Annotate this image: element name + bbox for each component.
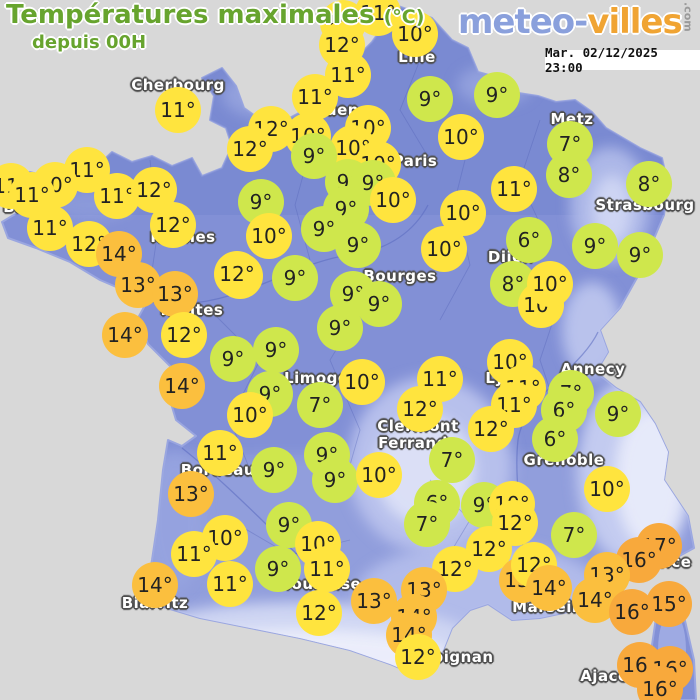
temp-bubble[interactable]: 14°	[102, 312, 148, 358]
temp-bubble[interactable]: 9°	[617, 232, 663, 278]
temp-bubble[interactable]: 9°	[317, 305, 363, 351]
temp-bubble[interactable]: 9°	[251, 447, 297, 493]
logo-suffix: .com	[681, 2, 695, 32]
temp-bubble[interactable]: 7°	[404, 501, 450, 547]
temp-bubble[interactable]: 9°	[595, 391, 641, 437]
temp-bubble[interactable]: 13°	[168, 471, 214, 517]
temp-bubble[interactable]: 12°	[397, 386, 443, 432]
page-title: Températures maximales (°C)	[6, 0, 424, 30]
temp-bubble[interactable]: 7°	[551, 512, 597, 558]
datetime-bar: Mar. 02/12/2025 23:00	[545, 45, 700, 75]
temp-bubble[interactable]: 9°	[304, 432, 350, 478]
temp-bubble[interactable]: 14°	[526, 565, 572, 611]
title-unit: (°C)	[383, 6, 425, 28]
temp-bubble[interactable]: 9°	[272, 255, 318, 301]
temp-bubble[interactable]: 9°	[407, 76, 453, 122]
temp-bubble[interactable]: 7°	[297, 382, 343, 428]
temp-bubble[interactable]: 6°	[506, 217, 552, 263]
temp-bubble[interactable]: 13°	[351, 578, 397, 624]
temp-bubble[interactable]: 9°	[474, 72, 520, 118]
temp-bubble[interactable]: 11°	[197, 430, 243, 476]
temp-bubble[interactable]: 9°	[335, 222, 381, 268]
temp-bubble[interactable]: 7°	[429, 437, 475, 483]
temp-bubble[interactable]: 11°	[491, 166, 537, 212]
temp-bubble[interactable]: 11°	[292, 74, 338, 120]
temp-bubble[interactable]: 9°	[210, 336, 256, 382]
temp-bubble[interactable]: 6°	[532, 416, 578, 462]
temp-bubble[interactable]: 11°	[417, 356, 463, 402]
title-text: Températures maximales	[6, 0, 375, 30]
temp-bubble[interactable]: 14°	[132, 562, 178, 608]
temp-bubble[interactable]: 12°	[150, 202, 196, 248]
meteo-villes-logo[interactable]: meteo-villes.com	[458, 2, 695, 42]
temp-bubble[interactable]: 9°	[312, 457, 358, 503]
temp-bubble[interactable]: 12°	[395, 634, 441, 680]
temp-bubble[interactable]: 9°	[356, 281, 402, 327]
temp-bubble[interactable]: 9°	[255, 546, 301, 592]
city-label-cherbourg: Cherbourg	[131, 76, 225, 94]
temp-bubble[interactable]: 12°	[468, 406, 514, 452]
logo-part-orange: villes	[587, 2, 682, 42]
datetime-text: Mar. 02/12/2025 23:00	[545, 45, 658, 75]
temp-bubble[interactable]: 10°	[392, 11, 438, 57]
temp-bubble[interactable]: 9°	[253, 327, 299, 373]
temp-bubble[interactable]: 10°	[438, 114, 484, 160]
temp-bubble[interactable]: 10°	[421, 226, 467, 272]
temp-bubble[interactable]: 10°	[246, 213, 292, 259]
temp-bubble[interactable]: 9°	[572, 223, 618, 269]
temp-bubble[interactable]: 10°	[527, 261, 573, 307]
temp-bubble[interactable]: 11°	[27, 205, 73, 251]
logo-part-blue: meteo-	[458, 2, 588, 42]
temp-bubble[interactable]: 11°	[155, 87, 201, 133]
temp-bubble[interactable]: 9°	[301, 206, 347, 252]
temp-bubble[interactable]: 9°	[291, 133, 337, 179]
temp-bubble[interactable]: 8°	[546, 152, 592, 198]
temp-bubble[interactable]: 10°	[584, 466, 630, 512]
city-label-paris: Paris	[392, 152, 438, 170]
temp-bubble[interactable]: 14°	[96, 231, 142, 277]
temp-bubble[interactable]: 11°	[207, 561, 253, 607]
temp-bubble[interactable]: 10°	[339, 359, 385, 405]
temp-bubble[interactable]: 12°	[296, 590, 342, 636]
temp-bubble[interactable]: 11°	[171, 531, 217, 577]
temp-bubble[interactable]: 14°	[159, 363, 205, 409]
temp-bubble[interactable]: 16°	[637, 666, 683, 700]
temp-bubble[interactable]: 10°	[356, 452, 402, 498]
temp-bubble[interactable]: 16°	[609, 589, 655, 635]
page-subtitle: depuis 00H	[32, 32, 147, 53]
temp-bubble[interactable]: 12°	[214, 251, 260, 297]
temp-bubble[interactable]: 12°	[161, 312, 207, 358]
temp-bubble[interactable]: 10°	[227, 392, 273, 438]
temp-bubble[interactable]: 13°	[152, 271, 198, 317]
temp-bubble[interactable]: 10°	[370, 177, 416, 223]
temp-bubble[interactable]: 11°	[304, 546, 350, 592]
city-label-bourges: Bourges	[363, 267, 437, 285]
city-label-ferrand: Ferrand	[378, 434, 448, 452]
temp-bubble[interactable]: 8°	[626, 161, 672, 207]
temp-bubble[interactable]: 12°	[227, 126, 273, 172]
